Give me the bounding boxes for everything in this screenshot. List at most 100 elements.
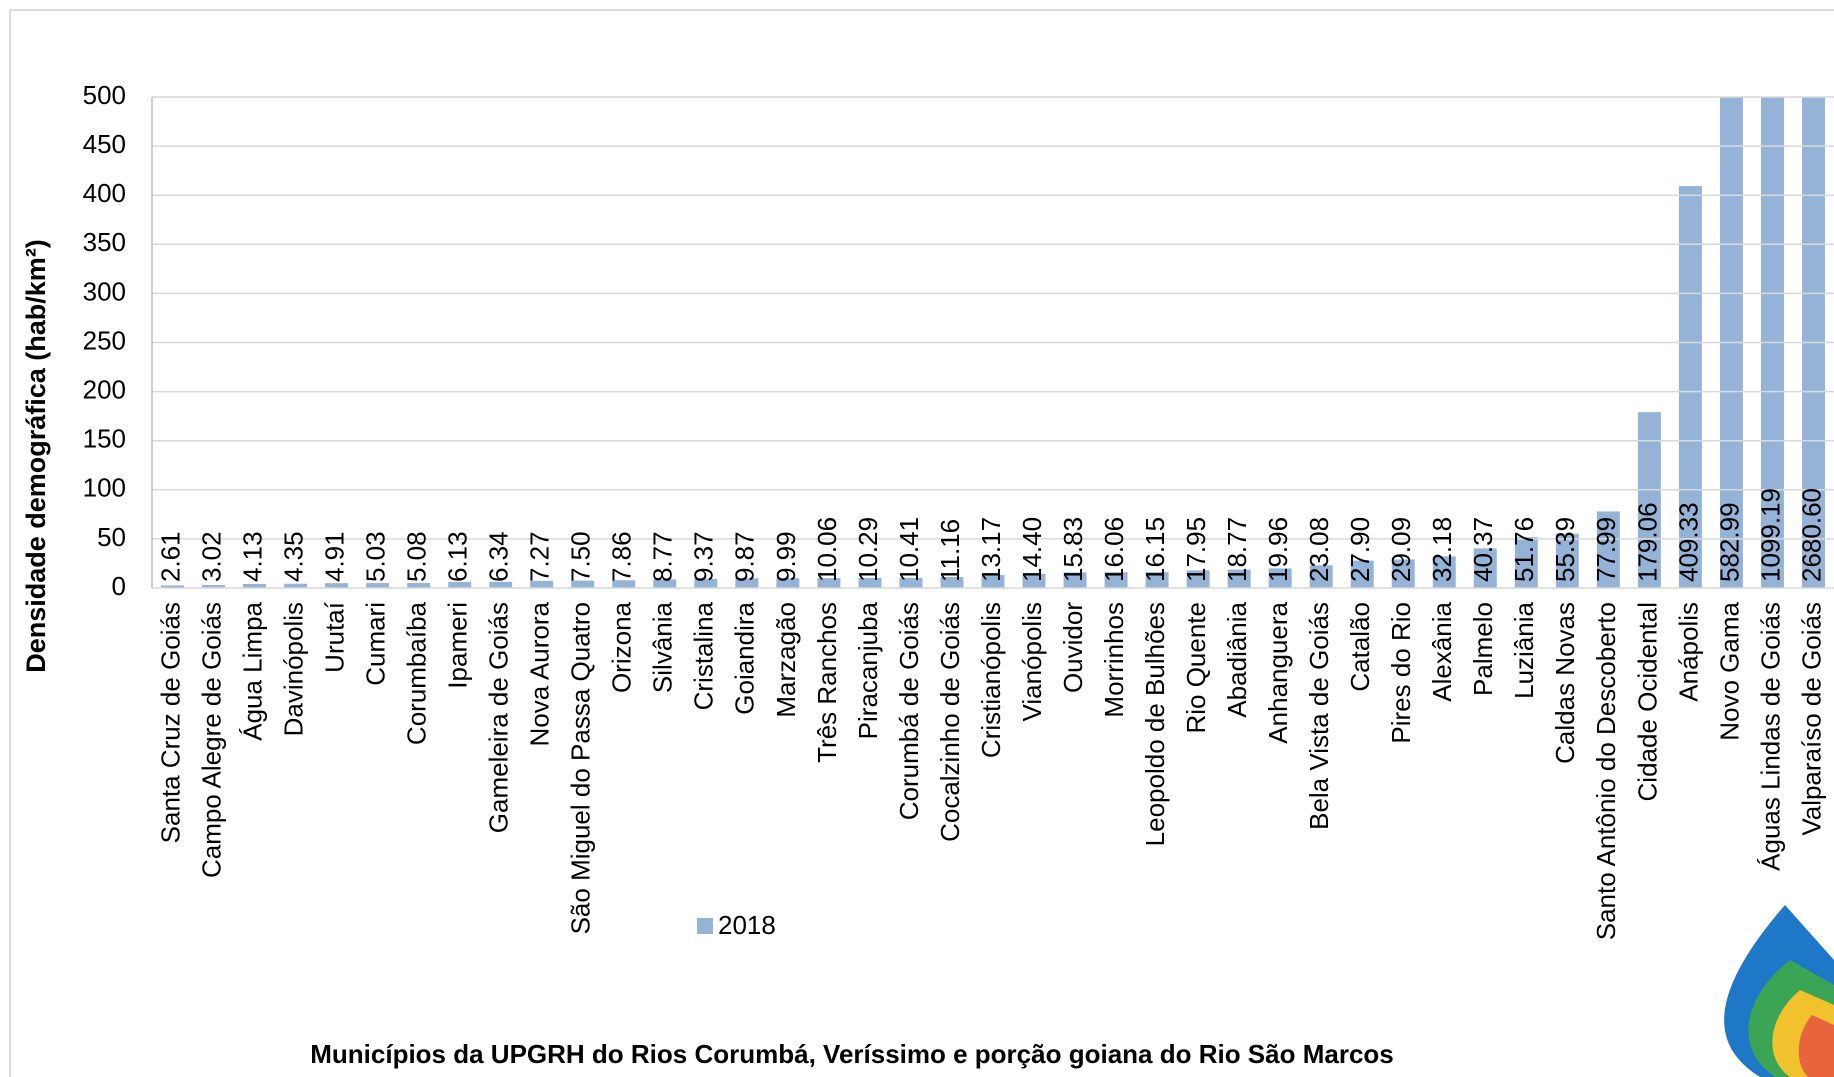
bar: [1432, 556, 1456, 588]
data-label: 179.06: [1632, 502, 1662, 582]
y-tick-label: 0: [112, 571, 126, 601]
x-tick-label: Cristianópolis: [976, 602, 1006, 758]
y-tick-label: 250: [83, 325, 126, 355]
bar: [1309, 565, 1333, 588]
data-label: 10.29: [853, 517, 883, 582]
x-tick-label: Gameleira de Goiás: [484, 602, 514, 833]
legend-swatch: [697, 918, 713, 934]
bar: [981, 575, 1005, 588]
data-label: 23.08: [1304, 517, 1334, 582]
bar: [1227, 569, 1251, 588]
bar: [489, 581, 513, 588]
x-tick-label: Cristalina: [689, 601, 719, 710]
x-tick-label: Goiandira: [730, 601, 760, 714]
bar: [1391, 559, 1415, 588]
bar: [284, 583, 308, 588]
bar: [817, 578, 841, 588]
x-tick-label: Pires do Rio: [1386, 602, 1416, 744]
legend-label: 2018: [718, 910, 776, 940]
x-tick-label: Davinópolis: [278, 602, 308, 736]
x-tick-label: Cocalzinho de Goiás: [935, 602, 965, 842]
data-label: 1099.19: [1755, 488, 1785, 582]
x-tick-label: Cidade Ocidental: [1632, 602, 1662, 801]
bar: [653, 579, 677, 588]
x-tick-label: Nova Aurora: [525, 601, 555, 746]
data-label: 582.99: [1714, 502, 1744, 582]
data-label: 55.39: [1550, 517, 1580, 582]
bar: [366, 583, 390, 588]
data-label: 2680.60: [1796, 488, 1826, 582]
data-label: 29.09: [1386, 517, 1416, 582]
x-tick-label: Santo Antônio do Descoberto: [1591, 602, 1621, 940]
bar: [1145, 572, 1169, 588]
x-tick-label: Morrinhos: [1099, 602, 1129, 718]
data-label: 11.16: [935, 519, 965, 582]
y-axis-title: Densidade demográfica (hab/km²): [21, 239, 51, 673]
data-label: 13.17: [976, 517, 1006, 582]
x-tick-label: Bela Vista de Goiás: [1304, 602, 1334, 830]
bar: [612, 580, 636, 588]
x-tick-label: Corumbaíba: [402, 601, 432, 745]
x-tick-label: Ouvidor: [1058, 602, 1088, 693]
x-tick-label: Anápolis: [1673, 602, 1703, 702]
data-label: 14.40: [1017, 517, 1047, 582]
bar: [202, 585, 226, 588]
y-tick-label: 500: [83, 80, 126, 110]
data-label: 6.13: [443, 531, 473, 582]
bar: [243, 583, 267, 588]
data-label: 10.06: [812, 517, 842, 582]
data-label: 17.95: [1181, 517, 1211, 582]
x-tick-label: Ipameri: [443, 602, 473, 689]
data-label: 8.77: [648, 531, 678, 582]
data-label: 2.61: [155, 531, 185, 582]
data-label: 51.76: [1509, 517, 1539, 582]
bar: [776, 578, 800, 588]
frame: [9, 9, 1834, 1077]
x-tick-label: Corumbá de Goiás: [894, 602, 924, 820]
x-tick-label: Palmelo: [1468, 602, 1498, 696]
data-label: 9.99: [771, 531, 801, 582]
y-tick-label: 400: [83, 178, 126, 208]
y-tick-label: 50: [97, 522, 126, 552]
bar: [1473, 548, 1497, 588]
data-label: 6.34: [484, 531, 514, 582]
bar: [161, 585, 184, 588]
x-tick-label: Três Ranchos: [812, 602, 842, 763]
bar: [1637, 412, 1661, 588]
bar: [1596, 511, 1620, 588]
data-label: 10.41: [894, 517, 924, 582]
bar: [571, 580, 595, 588]
y-tick-label: 150: [83, 424, 126, 454]
bar: [325, 583, 349, 588]
bar: [1350, 560, 1374, 588]
logo: [1706, 900, 1834, 1077]
x-tick-label: Orizona: [607, 601, 637, 693]
bar: [1678, 186, 1702, 588]
x-tick-label: Silvânia: [648, 601, 678, 693]
data-label: 16.15: [1140, 517, 1170, 582]
bar: [1022, 573, 1046, 588]
bar: [694, 578, 718, 588]
data-label: 7.50: [566, 531, 596, 582]
data-label: 409.33: [1673, 502, 1703, 582]
x-tick-label: Águas Lindas de Goiás: [1755, 602, 1785, 871]
x-tick-label: Urutaí: [319, 601, 349, 673]
data-label: 27.90: [1345, 517, 1375, 582]
x-tick-label: Leopoldo de Bulhões: [1140, 602, 1170, 846]
y-tick-label: 350: [83, 227, 126, 257]
x-tick-label: Novo Gama: [1714, 601, 1744, 740]
bar: [1719, 97, 1743, 588]
bar: [448, 581, 472, 588]
bar: [1186, 570, 1210, 588]
bar: [530, 580, 554, 588]
x-tick-label: Caldas Novas: [1550, 602, 1580, 764]
x-tick-label: Piracanjuba: [853, 601, 883, 739]
bar: [1063, 572, 1087, 588]
bar: [1555, 533, 1579, 588]
data-label: 32.18: [1427, 517, 1457, 582]
data-label: 9.87: [730, 531, 760, 582]
x-tick-label: Santa Cruz de Goiás: [155, 602, 185, 843]
x-axis-title: Municípios da UPGRH do Rios Corumbá, Ver…: [310, 1039, 1394, 1069]
bar: [1514, 537, 1538, 588]
